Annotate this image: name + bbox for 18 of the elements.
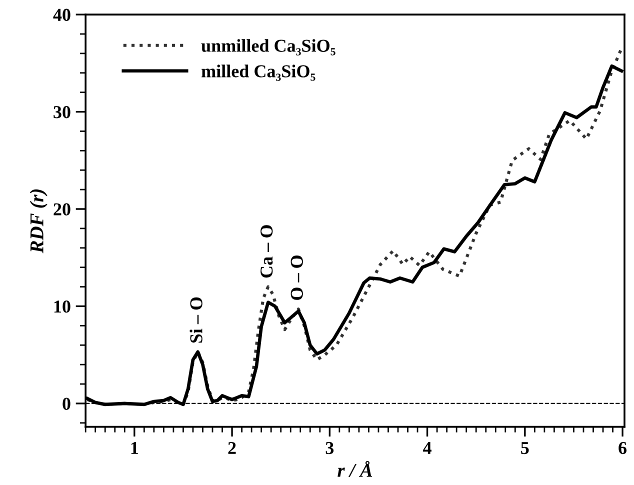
x-tick-label: 5 [521, 442, 529, 454]
x-tick-label: 6 [618, 442, 627, 454]
x-axis-title: r / Å [338, 460, 372, 477]
y-tick-label: 20 [54, 203, 70, 216]
annotation: O – O [290, 256, 303, 300]
x-tick-label: 2 [228, 442, 236, 454]
x-tick-label: 1 [131, 442, 138, 454]
legend-label: unmilled Ca₃SiO₅ [201, 39, 336, 56]
annotation: Si – O [190, 297, 202, 343]
x-tick-label: 4 [423, 442, 432, 454]
annotation: Ca – O [260, 225, 273, 278]
y-axis-title: RDF (r) [30, 189, 48, 254]
y-tick-label: 10 [54, 300, 70, 313]
legend-label: milled Ca₃SiO₅ [202, 64, 316, 81]
y-tick-label: 0 [62, 398, 70, 410]
y-tick-label: 30 [54, 106, 70, 118]
y-tick-label: 40 [53, 8, 70, 21]
x-tick-label: 3 [326, 442, 334, 454]
